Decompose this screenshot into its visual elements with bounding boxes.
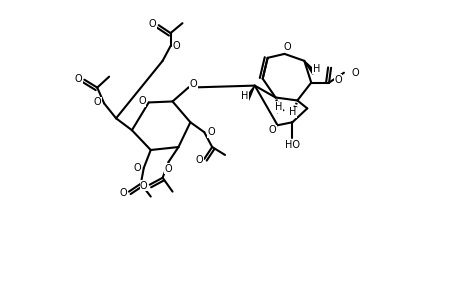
Text: O: O (189, 79, 197, 88)
Text: O: O (333, 75, 341, 85)
Text: O: O (268, 125, 276, 135)
Text: H: H (288, 107, 296, 117)
Text: O: O (119, 188, 127, 198)
Text: O: O (74, 74, 82, 84)
Text: O: O (138, 97, 146, 106)
Text: O: O (140, 181, 147, 191)
Text: O: O (164, 164, 172, 174)
Text: O: O (195, 155, 203, 165)
Text: H: H (274, 102, 282, 112)
Polygon shape (304, 61, 315, 74)
Text: HO: HO (284, 140, 299, 150)
Text: H: H (241, 91, 248, 100)
Text: O: O (133, 163, 140, 173)
Polygon shape (245, 85, 254, 100)
Text: O: O (351, 68, 358, 78)
Text: O: O (172, 41, 180, 51)
Text: O: O (93, 98, 101, 107)
Text: O: O (149, 19, 156, 29)
Text: O: O (207, 127, 214, 137)
Text: O: O (283, 42, 291, 52)
Text: H: H (312, 64, 319, 74)
